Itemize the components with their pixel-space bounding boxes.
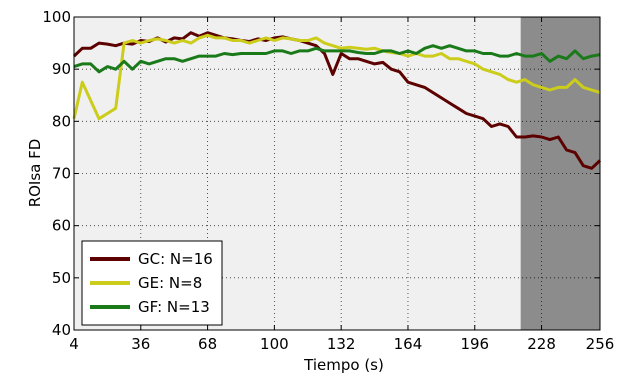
x-tick-label: 100 <box>260 335 289 353</box>
y-tick-label: 90 <box>52 60 71 78</box>
y-tick-label: 100 <box>42 8 71 26</box>
x-axis: 4 36 68 100 132 164 196 228 256 <box>69 17 614 353</box>
y-tick-label: 50 <box>52 269 71 287</box>
x-tick-label: 68 <box>198 335 217 353</box>
x-tick-label: 132 <box>327 335 356 353</box>
x-tick-label: 228 <box>527 335 556 353</box>
legend: GC: N=16 GE: N=8 GF: N=13 <box>81 240 223 326</box>
x-tick-label: 4 <box>69 335 79 353</box>
y-tick-label: 40 <box>52 321 71 339</box>
series-line <box>73 44 601 74</box>
x-tick-label: 196 <box>460 335 489 353</box>
y-axis: 40 50 60 70 80 90 100 <box>42 8 600 339</box>
shaded-region <box>520 17 600 330</box>
legend-label: GF: N=13 <box>138 298 210 316</box>
y-tick-label: 60 <box>52 217 71 235</box>
legend-label: GC: N=16 <box>138 250 213 268</box>
y-tick-label: 80 <box>52 112 71 130</box>
x-axis-label: Tiempo (s) <box>303 356 384 374</box>
x-tick-label: 164 <box>394 335 423 353</box>
y-tick-label: 70 <box>52 165 71 183</box>
series-lines <box>72 31 602 170</box>
x-tick-label: 256 <box>586 335 615 353</box>
legend-label: GE: N=8 <box>138 274 202 292</box>
y-axis-label: ROIsa FD <box>26 139 44 208</box>
x-tick-label: 36 <box>131 335 150 353</box>
series-line <box>72 33 601 121</box>
grid <box>74 17 600 330</box>
